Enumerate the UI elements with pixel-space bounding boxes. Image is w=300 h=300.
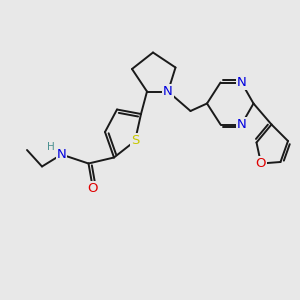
Text: H: H: [47, 142, 55, 152]
Text: N: N: [237, 76, 246, 89]
Text: O: O: [88, 182, 98, 196]
Text: O: O: [256, 157, 266, 170]
Text: N: N: [163, 85, 173, 98]
Text: N: N: [237, 118, 246, 131]
Text: S: S: [131, 134, 139, 148]
Text: N: N: [57, 148, 66, 161]
